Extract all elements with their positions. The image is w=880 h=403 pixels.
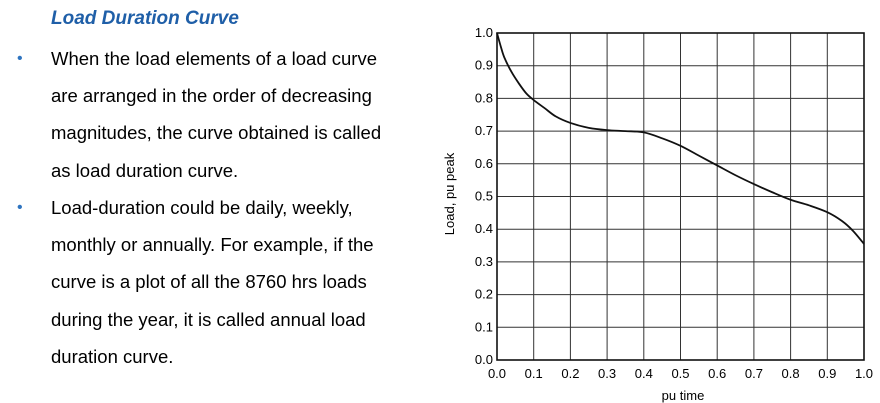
y-tick-label: 0.5 [475, 189, 493, 204]
bullet-line: during the year, it is called annual loa… [51, 308, 366, 330]
x-tick-label: 0.2 [561, 366, 579, 381]
bullet-marker: • [17, 50, 23, 67]
bullet-line: are arranged in the order of decreasing [51, 85, 372, 107]
y-axis-label: Load, pu peak [442, 152, 457, 235]
y-tick-label: 0.9 [475, 58, 493, 73]
y-tick-label: 0.2 [475, 287, 493, 302]
y-tick-label: 0.0 [475, 352, 493, 367]
y-axis-ticks: 0.0 0.1 0.2 0.3 0.4 0.5 0.6 0.7 0.8 0.9 1.0 [475, 25, 493, 367]
bullet-line: duration curve. [51, 345, 174, 367]
x-tick-label: 0.8 [782, 366, 800, 381]
x-axis-ticks: 0.0 0.1 0.2 0.3 0.4 0.5 0.6 0.7 0.8 0.9 1.0 [488, 366, 873, 381]
bullet-line: monthly or annually. For example, if the [51, 234, 374, 256]
slide-heading: Load Duration Curve [51, 8, 239, 29]
plot-frame [496, 32, 865, 361]
x-tick-label: 0.9 [818, 366, 836, 381]
text-panel: Load Duration Curve • When the load elem… [17, 8, 381, 375]
load-curve-line [496, 32, 865, 245]
x-tick-label: 0.6 [708, 366, 726, 381]
bullet-line: as load duration curve. [51, 159, 239, 181]
x-tick-label: 0.7 [745, 366, 763, 381]
bullet-marker: • [17, 199, 23, 216]
y-tick-label: 0.8 [475, 90, 493, 105]
y-tick-label: 0.1 [475, 319, 493, 334]
bullet-line: magnitudes, the curve obtained is called [51, 122, 382, 144]
y-tick-label: 0.3 [475, 254, 493, 269]
y-tick-label: 0.4 [475, 221, 493, 236]
bullet-text: When the load elements of a load curve a… [51, 40, 381, 189]
bullet-line: When the load elements of a load curve [51, 48, 377, 69]
x-tick-label: 0.0 [488, 366, 506, 381]
bullet-text: Load-duration could be daily, weekly, mo… [51, 189, 374, 375]
load-duration-chart: 0.0 0.1 0.2 0.3 0.4 0.5 0.6 0.7 0.8 0.9 1.0 0.0 0.1… [442, 25, 873, 403]
bullet-line: curve is a plot of all the 8760 hrs load… [51, 271, 367, 293]
x-axis-label: pu time [662, 388, 705, 403]
chart-grid [496, 32, 865, 361]
y-tick-label: 1.0 [475, 25, 493, 40]
x-tick-label: 0.3 [598, 366, 616, 381]
bullet-line: Load-duration could be daily, weekly, [51, 197, 353, 218]
x-tick-label: 1.0 [855, 366, 873, 381]
x-tick-label: 0.5 [671, 366, 689, 381]
y-tick-label: 0.6 [475, 156, 493, 171]
x-tick-label: 0.1 [525, 366, 543, 381]
x-tick-label: 0.4 [635, 366, 653, 381]
y-tick-label: 0.7 [475, 123, 493, 138]
